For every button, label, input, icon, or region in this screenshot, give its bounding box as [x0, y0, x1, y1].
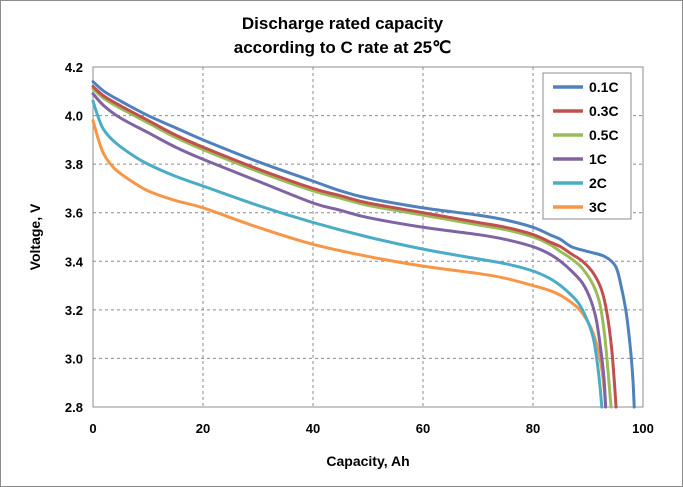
series-line-0_5c — [91, 87, 613, 409]
x-tick-label: 80 — [526, 421, 540, 436]
y-tick-label: 2.8 — [65, 400, 83, 415]
chart-title-line-1: Discharge rated capacity — [241, 14, 444, 33]
legend-label: 2C — [589, 175, 607, 191]
series-line-0_3c — [91, 84, 618, 409]
y-tick-label: 3.0 — [65, 351, 83, 366]
legend-label: 0.3C — [589, 103, 619, 119]
x-tick-label: 20 — [196, 421, 210, 436]
chart-title-line-2: according to C rate at 25℃ — [233, 38, 452, 57]
legend-label: 3C — [589, 199, 607, 215]
legend-box — [542, 72, 632, 220]
x-tick-label: 100 — [632, 421, 654, 436]
y-tick-label: 4.0 — [65, 109, 83, 124]
y-tick-label: 3.4 — [65, 254, 84, 269]
plot-border — [92, 66, 644, 408]
legend-label: 0.5C — [589, 127, 619, 143]
x-tick-label: 40 — [306, 421, 320, 436]
y-tick-label: 3.6 — [65, 206, 83, 221]
legend-label: 0.1C — [589, 79, 619, 95]
y-axis-label: Voltage, V — [27, 203, 43, 270]
y-tick-label: 4.2 — [65, 60, 83, 75]
x-tick-label: 60 — [416, 421, 430, 436]
y-tick-label: 3.2 — [65, 303, 83, 318]
series-line-1c — [91, 92, 608, 409]
legend-label: 1C — [589, 151, 607, 167]
series-line-2c — [91, 99, 604, 409]
y-tick-label: 3.8 — [65, 157, 83, 172]
x-axis-label: Capacity, Ah — [326, 453, 409, 469]
x-tick-label: 0 — [89, 421, 96, 436]
series-line-0_1c — [91, 80, 636, 409]
